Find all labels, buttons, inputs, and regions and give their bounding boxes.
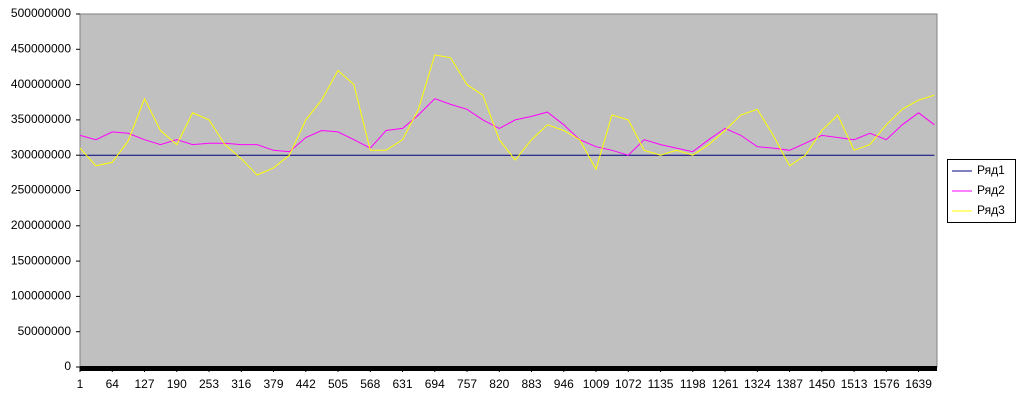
x-tick-label: 190 <box>167 377 187 391</box>
x-tick-label: 505 <box>328 377 348 391</box>
y-tick-label: 400000000 <box>11 77 71 91</box>
x-tick-label: 1324 <box>744 377 771 391</box>
y-tick-label: 200000000 <box>11 218 71 232</box>
x-tick-label: 757 <box>457 377 477 391</box>
y-tick-label: 450000000 <box>11 41 71 55</box>
y-tick-label: 250000000 <box>11 183 71 197</box>
x-tick-label: 1009 <box>583 377 610 391</box>
x-tick-label: 1198 <box>680 377 706 391</box>
series-line <box>79 98 935 156</box>
x-tick-label: 631 <box>393 377 413 391</box>
x-tick-label: 253 <box>199 377 219 391</box>
y-tick-label: 100000000 <box>11 289 71 303</box>
x-tick-label: 1135 <box>648 377 674 391</box>
legend-label: Ряд2 <box>977 183 1005 197</box>
x-tick-label: 1072 <box>615 377 642 391</box>
legend-label: Ряд3 <box>977 203 1005 217</box>
y-tick-label: 350000000 <box>11 112 71 126</box>
x-tick-label: 442 <box>296 377 316 391</box>
plot-area <box>79 13 938 368</box>
y-tick-label: 500000000 <box>11 6 71 20</box>
x-tick-label: 1576 <box>873 377 900 391</box>
x-tick-label: 1513 <box>841 377 868 391</box>
x-tick-label: 1 <box>77 377 84 391</box>
x-tick-label: 64 <box>106 377 120 391</box>
x-tick-label: 568 <box>360 377 380 391</box>
y-tick-label: 50000000 <box>18 324 72 338</box>
x-tick-label: 1261 <box>712 377 739 391</box>
x-tick-label: 946 <box>554 377 574 391</box>
x-tick-label: 1387 <box>776 377 803 391</box>
x-tick-label: 1450 <box>808 377 835 391</box>
series-line <box>79 54 935 176</box>
x-tick-label: 883 <box>522 377 542 391</box>
legend-label: Ряд1 <box>977 163 1005 177</box>
x-tick-label: 1639 <box>905 377 932 391</box>
x-tick-label: 820 <box>489 377 509 391</box>
y-tick-label: 300000000 <box>11 147 71 161</box>
y-tick-label: 0 <box>64 359 71 373</box>
x-tick-label: 379 <box>264 377 284 391</box>
y-tick-label: 150000000 <box>11 253 71 267</box>
x-tick-label: 127 <box>134 377 154 391</box>
x-axis-band <box>80 366 937 371</box>
x-tick-label: 316 <box>231 377 251 391</box>
x-tick-label: 694 <box>425 377 445 391</box>
